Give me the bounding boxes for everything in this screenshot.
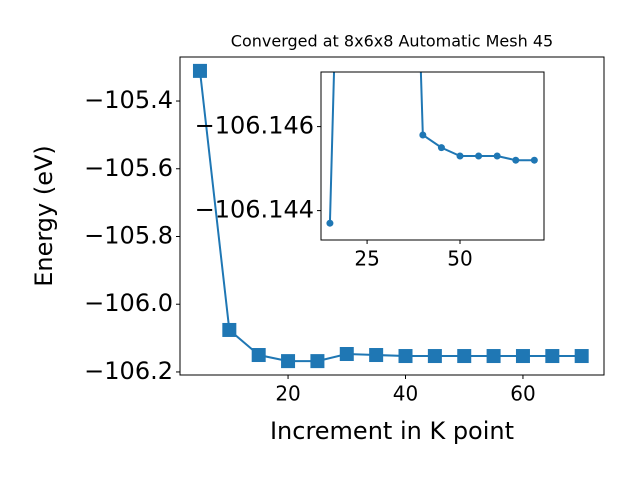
marker [486, 349, 501, 364]
marker [398, 349, 413, 364]
y-tick-label: −105.8 [84, 221, 173, 249]
marker [427, 349, 442, 364]
axes-background [321, 72, 544, 240]
marker [222, 322, 237, 337]
marker [512, 156, 520, 164]
y-axis-label: Energy (eV) [30, 145, 58, 287]
marker [574, 349, 589, 364]
spines [179, 56, 605, 376]
marker [251, 348, 266, 363]
marker [456, 152, 464, 160]
chart-title: Converged at 8x6x8 Automatic Mesh 45 [231, 32, 553, 51]
x-tick-label: 25 [354, 247, 379, 271]
marker [530, 156, 538, 164]
x-tick-label: 40 [393, 382, 418, 406]
y-tick-label: −106.146 [195, 112, 314, 140]
marker [493, 152, 501, 160]
marker [545, 349, 560, 364]
x-axis-label: Increment in K point [270, 417, 514, 445]
x-tick-label: 20 [275, 382, 300, 406]
axes: 25 50 −106.144 −106.146 [195, 71, 545, 271]
marker [310, 354, 325, 369]
marker [281, 354, 296, 369]
marker [192, 63, 207, 78]
y-tick-label: −105.6 [84, 154, 173, 182]
y-tick-label: −105.4 [84, 86, 173, 114]
x-tick-label: 50 [447, 247, 472, 271]
marker [475, 152, 483, 160]
plot-area [326, 72, 538, 227]
y-tick-label: −106.144 [195, 196, 314, 224]
y-tick-label: −106.0 [84, 289, 173, 317]
marker [515, 349, 530, 364]
x-tick-label: 60 [510, 382, 535, 406]
y-tick-label: −106.2 [84, 357, 173, 385]
marker [419, 131, 427, 139]
spines [320, 71, 545, 241]
marker [339, 347, 354, 362]
plot-area [192, 63, 589, 369]
marker [369, 348, 384, 363]
marker [457, 349, 472, 364]
marker [326, 219, 334, 227]
marker [437, 144, 445, 152]
